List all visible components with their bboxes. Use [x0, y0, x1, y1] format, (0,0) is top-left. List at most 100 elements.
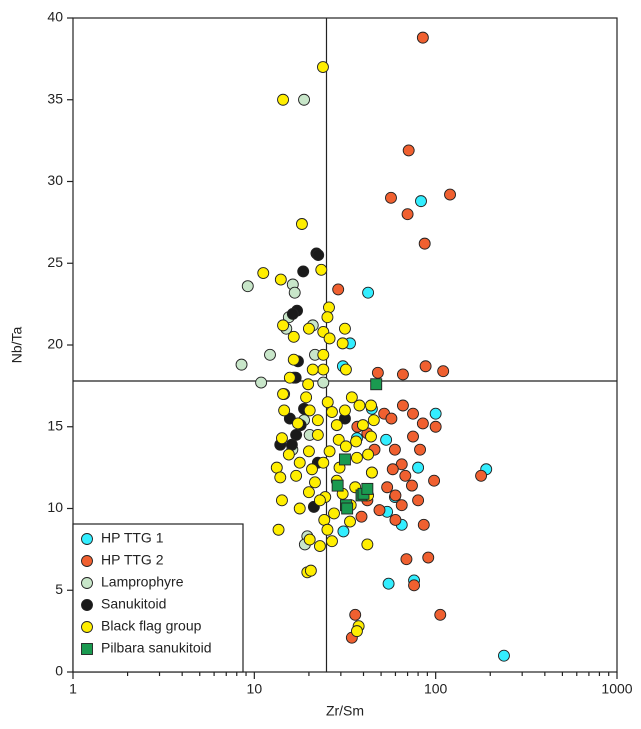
point	[349, 608, 362, 621]
y-tick-label: 15	[47, 417, 63, 433]
legend-label: Black flag group	[101, 618, 202, 634]
point	[323, 445, 336, 458]
point	[339, 440, 352, 453]
legend: HP TTG 1 HP TTG 2 Lamprophyre Sanukitoid Bla…	[72, 523, 244, 673]
point	[304, 564, 317, 577]
point	[241, 280, 254, 293]
point	[274, 471, 287, 484]
point	[328, 507, 340, 520]
point	[350, 625, 363, 638]
point	[365, 466, 378, 479]
point	[350, 435, 363, 448]
point	[235, 358, 248, 371]
point	[437, 365, 450, 378]
y-tick-label: 10	[47, 499, 63, 515]
legend-marker	[81, 621, 93, 633]
point	[475, 469, 488, 482]
point	[287, 353, 300, 366]
point	[396, 368, 409, 381]
point	[414, 443, 426, 456]
point	[365, 430, 377, 443]
point	[283, 371, 296, 384]
point	[412, 494, 425, 507]
legend-label: Lamprophyre	[101, 574, 184, 590]
point	[338, 453, 351, 466]
point	[255, 376, 268, 389]
point	[323, 332, 336, 345]
point	[402, 144, 415, 157]
point	[406, 479, 418, 492]
point	[419, 360, 432, 373]
point	[344, 515, 356, 528]
legend-marker	[81, 643, 93, 655]
point	[298, 93, 310, 106]
point	[332, 283, 345, 296]
point	[330, 419, 343, 432]
point	[400, 553, 413, 566]
legend-marker	[81, 599, 93, 611]
point	[306, 463, 318, 476]
y-tick-label: 35	[47, 90, 63, 106]
point	[395, 458, 408, 471]
point	[422, 551, 435, 564]
x-tick-label: 1000	[601, 681, 632, 697]
point	[264, 348, 276, 361]
point	[418, 237, 431, 250]
point	[401, 208, 414, 221]
point	[361, 482, 374, 495]
legend-box	[72, 523, 244, 673]
point	[415, 195, 427, 208]
legend-label: HP TTG 2	[101, 552, 164, 568]
point	[312, 249, 325, 262]
point	[303, 533, 316, 546]
legend-marker	[81, 533, 93, 545]
point	[290, 428, 303, 441]
legend-marker	[81, 577, 93, 589]
legend-label: Sanukitoid	[101, 596, 166, 612]
point	[302, 378, 315, 391]
point	[429, 407, 442, 420]
point	[395, 499, 408, 512]
point	[321, 396, 334, 409]
point	[380, 433, 393, 446]
point	[434, 608, 447, 621]
point	[407, 407, 419, 420]
point	[371, 366, 384, 379]
point	[339, 363, 352, 376]
point	[408, 579, 421, 592]
point	[274, 273, 287, 286]
x-tick-label: 10	[247, 681, 263, 697]
point	[321, 523, 334, 536]
point	[336, 337, 349, 350]
point	[382, 577, 395, 590]
point	[373, 504, 386, 517]
point	[317, 376, 330, 389]
point	[350, 451, 363, 464]
point	[326, 406, 338, 418]
point	[282, 448, 295, 461]
point	[321, 311, 334, 324]
point	[416, 31, 429, 44]
point	[275, 494, 288, 507]
point	[257, 267, 270, 280]
point	[428, 474, 441, 487]
point	[317, 348, 330, 361]
point	[290, 469, 303, 482]
y-tick-label: 40	[47, 9, 63, 25]
point	[313, 494, 326, 507]
point	[356, 419, 369, 432]
y-tick-label: 20	[47, 336, 63, 352]
point	[326, 535, 338, 548]
point	[272, 523, 285, 536]
point	[444, 188, 456, 201]
point	[389, 489, 402, 502]
point	[286, 307, 299, 320]
point	[362, 286, 375, 299]
point	[313, 540, 326, 553]
point	[381, 481, 394, 494]
point	[302, 486, 315, 499]
point	[355, 510, 368, 523]
point	[277, 319, 289, 332]
point	[362, 448, 375, 461]
